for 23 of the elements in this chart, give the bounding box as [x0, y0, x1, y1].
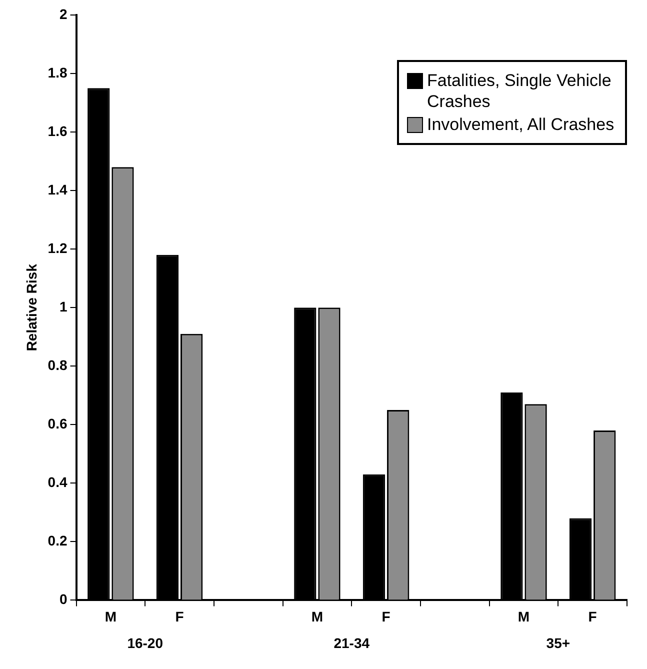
- y-tick-label: 0.6: [48, 416, 68, 432]
- y-tick-label: 0.2: [48, 532, 68, 549]
- y-axis-title: Relative Risk: [23, 264, 40, 352]
- y-tick-label: 1: [59, 298, 68, 314]
- x-tick-label: F: [175, 608, 184, 624]
- y-tick-label: 0.8: [48, 356, 68, 373]
- y-tick-label: 0: [59, 591, 68, 608]
- y-tick-label: 1.6: [48, 122, 68, 139]
- text: 16-20: [127, 634, 164, 651]
- y-tick-label: 2: [59, 6, 68, 22]
- y-tick-label: 1.8: [48, 64, 68, 80]
- legend-label: Involvement, All Crashes: [427, 114, 614, 135]
- x-tick-label: M: [311, 608, 324, 624]
- text: 21-34: [334, 634, 370, 651]
- y-tick-label: 1.2: [48, 240, 68, 256]
- y-tick-label: 0.4: [48, 474, 68, 490]
- x-tick-label: F: [382, 608, 391, 624]
- legend-label: Fatalities, Single Vehicle Crashes: [427, 70, 612, 112]
- x-tick-label: M: [104, 608, 117, 624]
- text: 35+: [546, 634, 570, 651]
- y-tick-label: 1.4: [48, 181, 68, 198]
- x-tick-label: M: [518, 608, 530, 624]
- x-tick-label: F: [588, 608, 598, 624]
